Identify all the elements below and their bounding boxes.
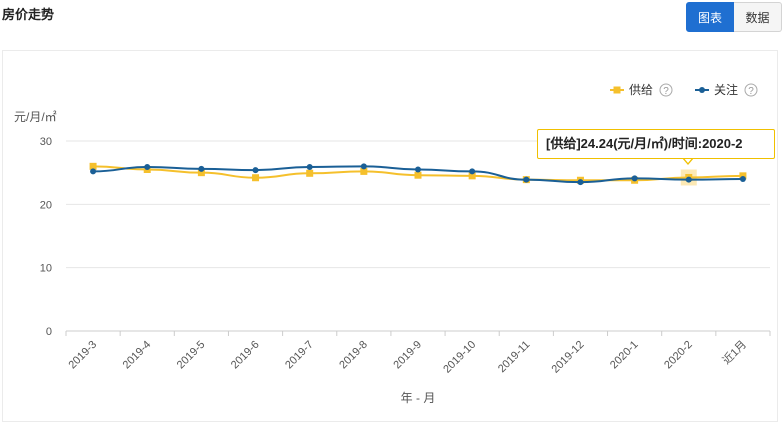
attention-point xyxy=(252,167,259,174)
y-tick-label: 0 xyxy=(46,326,52,338)
x-tick-label: 2019-8 xyxy=(337,339,370,372)
x-tick-label: 2019-5 xyxy=(175,339,208,372)
supply-point xyxy=(252,174,260,182)
data-tooltip: [供给]24.24(元/月/㎡)/时间:2020-2 xyxy=(537,129,775,159)
attention-point xyxy=(523,176,530,183)
data-view-button[interactable]: 数据 xyxy=(734,2,782,32)
help-icon-glyph: ? xyxy=(748,86,754,97)
y-tick-label: 20 xyxy=(40,199,52,211)
help-icon xyxy=(744,83,758,97)
x-tick-label: 2019-3 xyxy=(66,339,99,372)
x-tick-label: 2019-6 xyxy=(229,339,262,372)
x-tick-label: 近1月 xyxy=(720,338,749,367)
attention-point xyxy=(631,175,638,182)
x-tick-label: 2019-4 xyxy=(121,339,154,372)
attention-point xyxy=(577,179,584,186)
x-tick-label: 2019-10 xyxy=(441,339,478,376)
supply-point xyxy=(306,169,314,177)
x-tick-label: 2020-2 xyxy=(662,339,695,372)
attention-point xyxy=(739,176,746,182)
page-title: 房价走势 xyxy=(2,7,55,22)
y-tick-label: 30 xyxy=(40,136,52,148)
chart-view-button[interactable]: 图表 xyxy=(686,2,734,32)
attention-point xyxy=(685,176,692,183)
supply-point xyxy=(414,171,422,179)
view-toggle: 图表 数据 xyxy=(686,2,782,34)
help-icon-glyph: ? xyxy=(663,86,669,97)
x-axis-label: 年 - 月 xyxy=(401,391,436,405)
attention-point xyxy=(306,163,313,170)
supply-point xyxy=(360,167,368,175)
supply-point xyxy=(89,162,97,170)
tooltip-value: 24.24 xyxy=(580,136,614,151)
legend-square-marker xyxy=(613,86,621,94)
attention-point xyxy=(144,163,151,170)
tooltip-arrow-inner xyxy=(683,157,693,163)
attention-point xyxy=(415,166,421,173)
attention-point xyxy=(469,168,476,175)
attention-point xyxy=(360,163,367,170)
x-tick-label: 2019-11 xyxy=(496,339,532,375)
tooltip-time-prefix: /时间: xyxy=(668,136,703,151)
y-axis-label: 元/月/㎡ xyxy=(14,110,57,124)
chart-panel xyxy=(2,50,778,422)
supply-point xyxy=(468,172,476,180)
supply-point xyxy=(197,169,205,177)
tooltip-series: [供给] xyxy=(546,136,581,151)
legend-circle-marker xyxy=(699,87,705,93)
tooltip-time: 2020-2 xyxy=(702,136,743,151)
tooltip-unit: (元/月/㎡) xyxy=(613,136,669,151)
legend-label: 关注 xyxy=(714,82,738,97)
attention-point xyxy=(198,165,205,172)
x-tick-label: 2019-12 xyxy=(550,339,587,376)
legend-label: 供给 xyxy=(629,83,653,97)
x-tick-label: 2019-7 xyxy=(283,339,316,372)
x-tick-label: 2019-9 xyxy=(391,339,424,372)
supply-point xyxy=(739,172,747,180)
x-tick-label: 2020-1 xyxy=(608,339,641,372)
help-icon xyxy=(659,83,673,97)
y-tick-label: 10 xyxy=(40,263,52,275)
attention-point xyxy=(90,168,97,175)
